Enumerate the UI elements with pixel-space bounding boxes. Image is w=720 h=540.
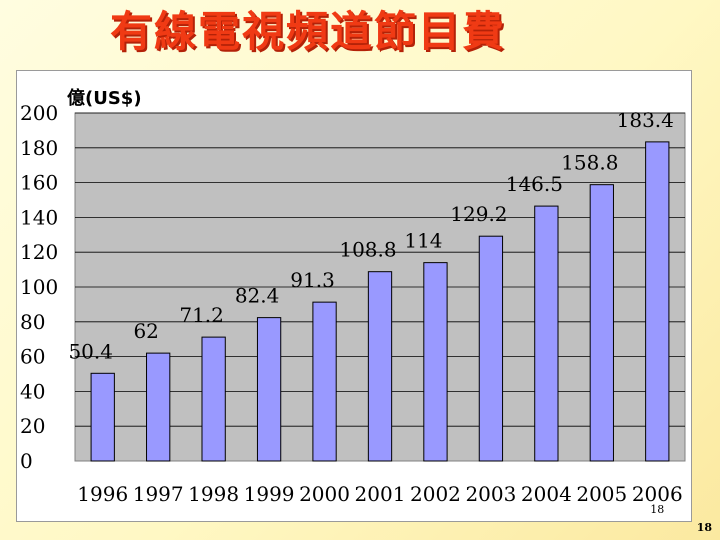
data-label: 82.4	[235, 284, 280, 308]
y-tick-label: 180	[20, 136, 58, 160]
chart-frame: 0 20 40 60 80 100 120 140 160 180 200 億(US$) 50.4 199…	[16, 70, 692, 522]
x-tick-label: 2006	[632, 482, 683, 506]
page-number: 18	[650, 503, 664, 516]
data-label: 50.4	[68, 339, 113, 363]
bar-2000	[312, 301, 337, 462]
slide-title: 有線電視頻道節目費	[110, 7, 507, 56]
x-tick-label: 2001	[355, 482, 406, 506]
y-tick-label: 100	[20, 275, 58, 299]
bar-1999	[256, 317, 282, 462]
y-tick-label: 80	[20, 310, 45, 334]
data-label: 114	[404, 229, 442, 253]
y-tick-label: 200	[20, 101, 58, 125]
y-tick-label: 160	[20, 171, 58, 195]
y-tick-label: 120	[20, 240, 58, 264]
x-tick-label: 2002	[410, 482, 461, 506]
y-tick-label: 60	[20, 345, 45, 369]
bar-2002	[423, 262, 448, 462]
bar-2006	[645, 141, 670, 462]
y-unit-label: 億(US$)	[67, 87, 142, 109]
x-tick-label: 1996	[77, 482, 128, 506]
data-label: 183.4	[617, 108, 674, 132]
data-label: 62	[133, 319, 158, 343]
slide-number-corner: 18	[696, 521, 712, 534]
data-label: 91.3	[290, 268, 335, 292]
x-tick-label: 1997	[133, 482, 184, 506]
data-label: 108.8	[339, 238, 396, 262]
bar-1996	[90, 372, 115, 462]
x-tick-label: 1999	[244, 482, 295, 506]
data-label: 146.5	[506, 172, 563, 196]
data-label: 71.2	[179, 303, 224, 327]
bar-2001	[367, 271, 393, 462]
y-tick-label: 0	[20, 449, 33, 473]
bar-2004	[534, 205, 559, 462]
y-tick-label: 140	[20, 205, 58, 229]
bar-chart: 0 20 40 60 80 100 120 140 160 180 200 億(US$) 50.4 199…	[20, 87, 686, 516]
x-tick-label: 2004	[521, 482, 572, 506]
data-label: 129.2	[450, 202, 507, 226]
x-tick-label: 2000	[299, 482, 350, 506]
x-tick-label: 2005	[576, 482, 627, 506]
bar-1998	[201, 336, 226, 462]
y-tick-label: 40	[20, 379, 45, 403]
bar-2005	[589, 184, 614, 462]
y-tick-label: 20	[20, 414, 45, 438]
x-tick-label: 1998	[188, 482, 239, 506]
bar-1997	[146, 352, 171, 462]
x-tick-label: 2003	[465, 482, 516, 506]
bar-2003	[478, 235, 504, 462]
data-label: 158.8	[561, 151, 618, 175]
